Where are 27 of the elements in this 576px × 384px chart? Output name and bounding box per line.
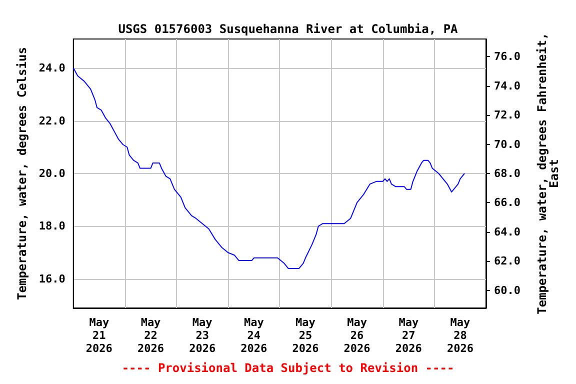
line-series — [72, 68, 466, 269]
y-tick-label: 18.0 — [38, 220, 66, 233]
y-tick-label: 24.0 — [38, 62, 66, 75]
x-tick-label: May 23 2026 — [189, 316, 216, 355]
y2-tick-label: 64.0 — [494, 225, 520, 238]
y2-tick-label: 68.0 — [494, 167, 520, 180]
y2-tick-label: 70.0 — [494, 138, 520, 151]
x-tick-label: May 21 2026 — [86, 316, 113, 355]
x-tick-label: May 27 2026 — [395, 316, 422, 355]
x-tick-label: May 28 2026 — [446, 316, 474, 355]
y-tick-label: 16.0 — [38, 272, 66, 286]
x-tick-label: May 24 2026 — [240, 316, 268, 355]
y2-tick-label: 66.0 — [494, 196, 520, 210]
y2-tick-label: 74.0 — [494, 79, 520, 92]
x-tick-label: May 26 2026 — [344, 316, 371, 355]
text: ---- Provisional Data Subject to Revision ---- — [122, 361, 454, 375]
chart-title: USGS 01576003 Susquehanna River at Columbia, PA — [118, 22, 459, 36]
y2-axis-title: Temperature, water, degrees Fahrenheit, East — [535, 32, 561, 314]
x-tick-label: May 25 2026 — [292, 316, 320, 355]
y2-tick-label: 60.0 — [494, 284, 520, 297]
y2-tick-label: 76.0 — [494, 50, 520, 64]
y-tick-label: 20.0 — [38, 167, 66, 180]
y2-tick-label: 62.0 — [494, 254, 520, 268]
x-tick-label: May 22 2026 — [138, 316, 164, 355]
y-tick-label: 22.0 — [38, 114, 66, 128]
y2-tick-label: 72.0 — [494, 108, 520, 122]
y-axis-title: Temperature, water, degrees Celsius — [15, 47, 29, 300]
